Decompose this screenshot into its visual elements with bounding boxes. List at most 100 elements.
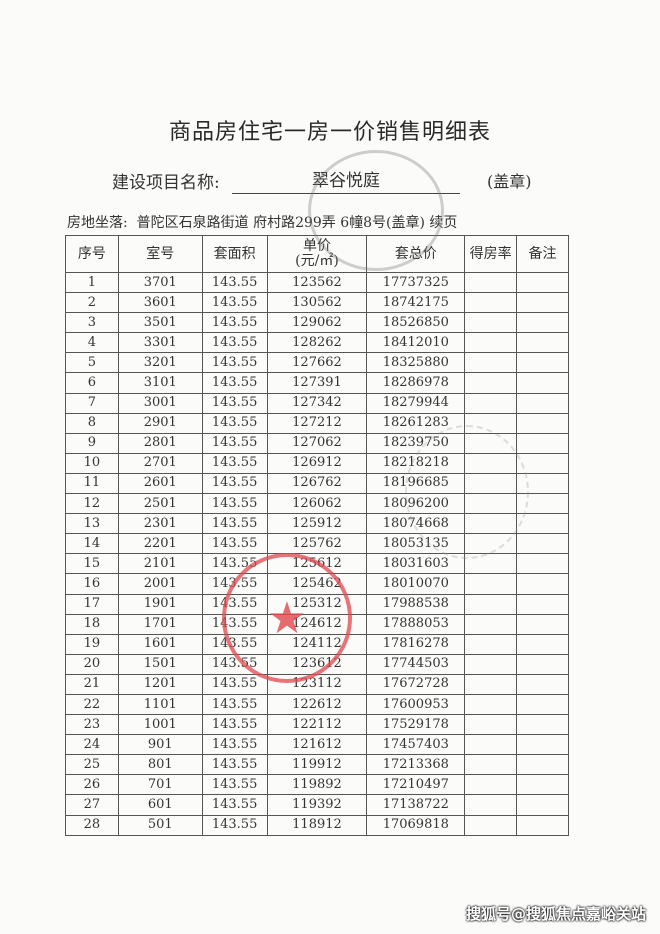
table-row: 11 2601 143.55 126762 18196685 bbox=[65, 472, 569, 495]
unit-price: 124612 bbox=[266, 613, 368, 635]
remarks bbox=[516, 292, 569, 314]
unit-price: 122612 bbox=[266, 693, 368, 716]
remarks bbox=[516, 754, 569, 776]
room-number: 501 bbox=[117, 814, 203, 836]
efficiency bbox=[464, 533, 518, 555]
remarks bbox=[516, 553, 569, 575]
room-number: 2001 bbox=[117, 573, 203, 595]
area: 143.55 bbox=[201, 493, 268, 515]
table-row: 3 3501 143.55 129062 18526850 bbox=[65, 312, 569, 334]
efficiency bbox=[464, 432, 518, 454]
header-area: 套面积 bbox=[201, 235, 268, 273]
table-row: 16 2001 143.55 125462 18010070 bbox=[65, 573, 569, 595]
area: 143.55 bbox=[201, 332, 268, 354]
room-number: 601 bbox=[117, 794, 203, 816]
remarks bbox=[516, 352, 569, 374]
area: 143.55 bbox=[201, 814, 268, 836]
location-label: 房地坐落: bbox=[67, 215, 128, 231]
total-price: 18010070 bbox=[366, 573, 466, 595]
unit-price: 123112 bbox=[266, 673, 368, 695]
room-number: 1001 bbox=[117, 714, 203, 736]
efficiency bbox=[464, 754, 518, 776]
table-row: 12 2501 143.55 126062 18096200 bbox=[65, 493, 569, 515]
remarks bbox=[516, 332, 569, 354]
efficiency bbox=[464, 292, 518, 314]
total-price: 18286978 bbox=[366, 372, 466, 394]
row-index: 27 bbox=[65, 794, 119, 816]
remarks bbox=[516, 452, 569, 474]
area: 143.55 bbox=[201, 352, 268, 374]
unit-price-unit: (元/㎡) bbox=[295, 253, 339, 269]
efficiency bbox=[464, 392, 518, 414]
row-index: 15 bbox=[65, 553, 119, 575]
room-number: 2701 bbox=[117, 452, 203, 474]
table-row: 2 3601 143.55 130562 18742175 bbox=[65, 292, 569, 314]
total-price: 17600953 bbox=[366, 693, 466, 716]
total-price: 18218218 bbox=[366, 452, 466, 474]
table-row: 9 2801 143.55 127062 18239750 bbox=[65, 432, 569, 454]
table-row: 13 2301 143.55 125912 18074668 bbox=[65, 513, 569, 535]
row-index: 6 bbox=[65, 372, 119, 394]
unit-price: 127662 bbox=[266, 352, 368, 374]
remarks bbox=[516, 633, 569, 655]
seal-note: (盖章) bbox=[487, 172, 532, 191]
remarks bbox=[516, 613, 569, 635]
row-index: 5 bbox=[65, 352, 119, 374]
area: 143.55 bbox=[201, 794, 268, 816]
header-remarks: 备注 bbox=[516, 235, 569, 273]
efficiency bbox=[464, 553, 518, 575]
row-index: 16 bbox=[65, 573, 119, 595]
header-efficiency: 得房率 bbox=[464, 235, 518, 273]
unit-price: 119912 bbox=[266, 754, 368, 776]
remarks bbox=[516, 372, 569, 394]
row-index: 3 bbox=[65, 312, 119, 334]
unit-price: 126762 bbox=[266, 472, 368, 495]
total-price: 18742175 bbox=[366, 292, 466, 314]
room-number: 1501 bbox=[117, 653, 203, 675]
efficiency bbox=[464, 693, 518, 716]
remarks bbox=[516, 693, 569, 716]
project-label: 建设项目名称: bbox=[112, 173, 220, 193]
unit-price: 130562 bbox=[266, 292, 368, 314]
unit-price: 127062 bbox=[266, 432, 368, 454]
remarks bbox=[516, 513, 569, 535]
area: 143.55 bbox=[201, 613, 268, 635]
area: 143.55 bbox=[201, 673, 268, 695]
unit-price-label: 单价 bbox=[302, 238, 331, 254]
room-number: 1201 bbox=[117, 673, 203, 695]
row-index: 7 bbox=[65, 392, 119, 414]
total-price: 18261283 bbox=[366, 412, 466, 434]
table-row: 5 3201 143.55 127662 18325880 bbox=[65, 352, 569, 374]
header-index: 序号 bbox=[65, 235, 119, 273]
total-price: 18279944 bbox=[366, 392, 466, 414]
efficiency bbox=[464, 633, 518, 655]
room-number: 2101 bbox=[117, 553, 203, 575]
total-price: 17672728 bbox=[366, 673, 466, 695]
remarks bbox=[516, 673, 569, 695]
room-number: 2801 bbox=[117, 432, 203, 454]
room-number: 801 bbox=[117, 754, 203, 776]
total-price: 17744503 bbox=[366, 653, 466, 675]
remarks bbox=[516, 814, 569, 836]
room-number: 2201 bbox=[117, 533, 203, 555]
room-number: 2301 bbox=[117, 513, 203, 535]
room-number: 3601 bbox=[117, 292, 203, 314]
table-row: 27 601 143.55 119392 17138722 bbox=[65, 794, 569, 816]
header-total-price: 套总价 bbox=[366, 235, 466, 273]
total-price: 18412010 bbox=[366, 332, 466, 354]
row-index: 22 bbox=[65, 693, 119, 716]
area: 143.55 bbox=[201, 573, 268, 595]
row-index: 25 bbox=[65, 754, 119, 776]
total-price: 18096200 bbox=[366, 493, 466, 515]
table-row: 20 1501 143.55 123612 17744503 bbox=[65, 653, 569, 675]
table-row: 28 501 143.55 118912 17069818 bbox=[65, 814, 569, 836]
room-number: 701 bbox=[117, 774, 203, 796]
room-number: 3201 bbox=[117, 352, 203, 374]
area: 143.55 bbox=[201, 432, 268, 454]
remarks bbox=[516, 533, 569, 555]
efficiency bbox=[464, 472, 518, 495]
row-index: 20 bbox=[65, 653, 119, 675]
room-number: 2501 bbox=[117, 493, 203, 515]
room-number: 3101 bbox=[117, 372, 203, 394]
remarks bbox=[516, 734, 569, 756]
